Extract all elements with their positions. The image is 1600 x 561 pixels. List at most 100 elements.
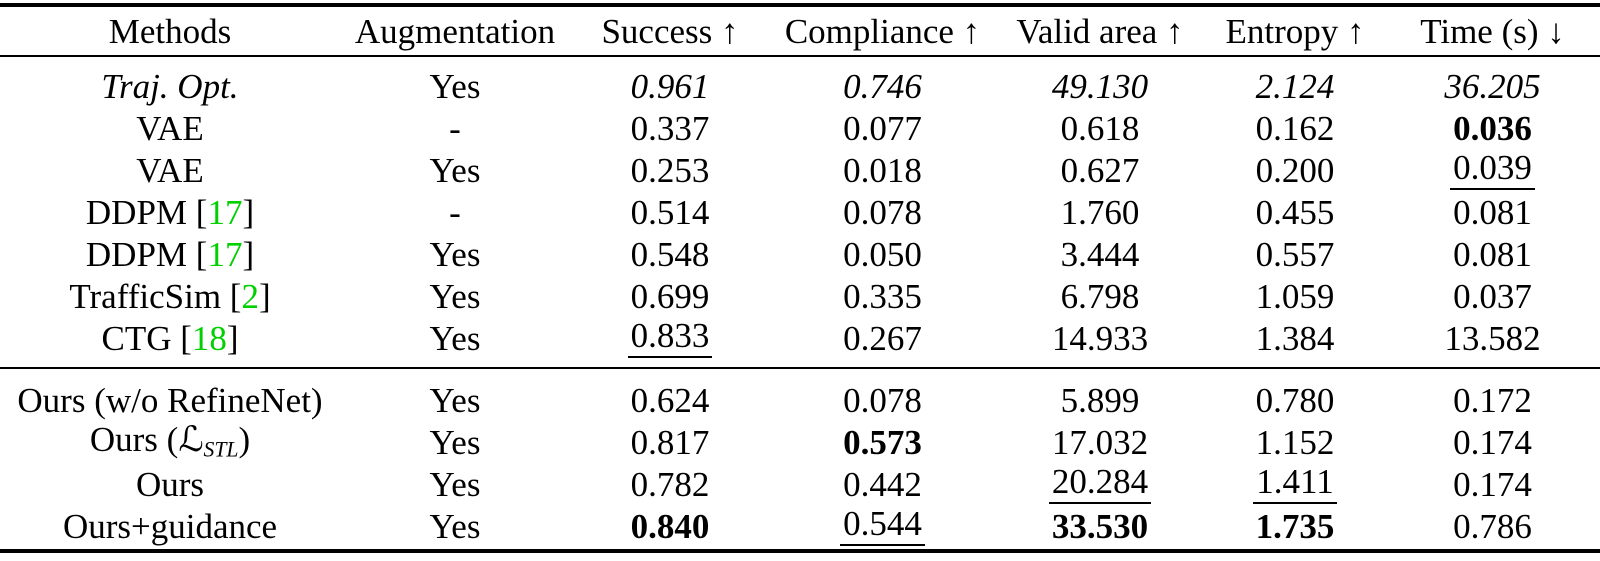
- value-cell: 3.444: [995, 237, 1205, 272]
- value-cell: 0.267: [770, 321, 995, 356]
- cell-value: 0.746: [843, 66, 922, 106]
- value-cell: 1.735: [1205, 509, 1385, 544]
- cell-value: Yes: [429, 276, 481, 316]
- cell-value: 0.840: [630, 506, 710, 546]
- cell-value: 0.050: [843, 234, 922, 274]
- value-cell: 0.162: [1205, 111, 1385, 146]
- value-cell: 0.335: [770, 279, 995, 314]
- cell-value: 1.735: [1255, 506, 1335, 546]
- citation-link[interactable]: 17: [207, 192, 243, 232]
- table-row: CTG [18] Yes 0.833 0.267 14.933 1.384 13.582: [0, 317, 1600, 359]
- value-cell: 0.624: [570, 383, 770, 418]
- augmentation-cell: Yes: [340, 237, 570, 272]
- citation-link[interactable]: 17: [207, 234, 243, 274]
- cell-value: 0.782: [630, 464, 710, 504]
- cell-value: 0.081: [1453, 234, 1532, 274]
- method-cell: Ours: [0, 467, 340, 502]
- cell-value: Yes: [429, 464, 481, 504]
- value-cell: 0.817: [570, 425, 770, 460]
- cell-value: 1.411: [1253, 464, 1337, 504]
- value-cell: 0.618: [995, 111, 1205, 146]
- column-header-success: Success ↑: [601, 11, 739, 51]
- cell-value: 20.284: [1048, 464, 1152, 504]
- value-cell: 1.411: [1205, 464, 1385, 504]
- cell-value: 0.078: [843, 380, 922, 420]
- method-cell: Ours (w/o RefineNet): [0, 383, 340, 418]
- method-name-text: ]: [242, 192, 255, 232]
- cell-value: -: [449, 108, 461, 148]
- cell-value: 0.514: [630, 192, 710, 232]
- value-cell: 6.798: [995, 279, 1205, 314]
- cell-value: 0.018: [843, 150, 922, 190]
- value-cell: 0.174: [1385, 425, 1600, 460]
- cell-value: 0.557: [1255, 234, 1335, 274]
- value-cell: 0.200: [1205, 153, 1385, 188]
- citation-link[interactable]: 18: [191, 318, 227, 358]
- method-name-text: ]: [242, 234, 255, 274]
- cell-value: 0.961: [630, 66, 710, 106]
- citation-link[interactable]: 2: [241, 276, 259, 316]
- cell-value: 0.337: [630, 108, 710, 148]
- cell-value: 49.130: [1051, 66, 1149, 106]
- header-separator-rule: [0, 55, 1600, 57]
- cell-value: 1.384: [1255, 318, 1335, 358]
- augmentation-cell: -: [340, 111, 570, 146]
- value-cell: 0.557: [1205, 237, 1385, 272]
- augmentation-cell: Yes: [340, 279, 570, 314]
- value-cell: 2.124: [1205, 69, 1385, 104]
- cell-value: 6.798: [1060, 276, 1140, 316]
- section-gap: [0, 359, 1600, 367]
- cell-value: 0.037: [1453, 276, 1532, 316]
- value-cell: 36.205: [1385, 69, 1600, 104]
- value-cell: 0.455: [1205, 195, 1385, 230]
- augmentation-cell: Yes: [340, 153, 570, 188]
- cell-value: 0.442: [843, 464, 922, 504]
- cell-value: 0.780: [1255, 380, 1335, 420]
- cell-value: 0.200: [1255, 150, 1335, 190]
- value-cell: 0.337: [570, 111, 770, 146]
- cell-value: 0.335: [843, 276, 922, 316]
- value-cell: 0.573: [770, 425, 995, 460]
- value-cell: 0.627: [995, 153, 1205, 188]
- cell-value: 0.162: [1255, 108, 1335, 148]
- value-cell: 0.786: [1385, 509, 1600, 544]
- baselines-section: Traj. Opt. Yes 0.961 0.746 49.130 2.124 36.205…: [0, 57, 1600, 359]
- augmentation-cell: Yes: [340, 69, 570, 104]
- method-name-text: TrafficSim [: [69, 276, 242, 316]
- method-name-text: DDPM [: [85, 234, 208, 274]
- cell-value: 13.582: [1444, 318, 1541, 358]
- method-name-text: ]: [258, 276, 271, 316]
- table-row: Ours Yes 0.782 0.442 20.284 1.411 0.174: [0, 463, 1600, 505]
- value-cell: 1.760: [995, 195, 1205, 230]
- value-cell: 0.050: [770, 237, 995, 272]
- value-cell: 0.078: [770, 383, 995, 418]
- method-cell: Ours+guidance: [0, 509, 340, 544]
- value-cell: 13.582: [1385, 321, 1600, 356]
- augmentation-cell: Yes: [340, 383, 570, 418]
- table-row: Ours (w/o RefineNet) Yes 0.624 0.078 5.899 0.…: [0, 379, 1600, 421]
- cell-value: -: [449, 192, 461, 232]
- cell-value: 0.172: [1453, 380, 1532, 420]
- cell-value: 0.544: [840, 506, 925, 546]
- column-header-methods: Methods: [108, 11, 232, 51]
- cell-value: 0.267: [843, 318, 922, 358]
- table-row: Ours+guidance Yes 0.840 0.544 33.530 1.735 0.7…: [0, 505, 1600, 547]
- value-cell: 0.039: [1385, 150, 1600, 190]
- value-cell: 49.130: [995, 69, 1205, 104]
- cell-value: 0.039: [1450, 150, 1535, 190]
- method-name-text: Ours (: [89, 420, 179, 460]
- cell-value: 0.833: [627, 318, 713, 358]
- value-cell: 33.530: [995, 509, 1205, 544]
- method-cell: TrafficSim [2]: [0, 279, 340, 314]
- cell-value: Yes: [429, 234, 481, 274]
- method-name-text: Traj. Opt.: [101, 66, 239, 106]
- value-cell: 0.961: [570, 69, 770, 104]
- cell-value: 5.899: [1060, 380, 1140, 420]
- value-cell: 0.253: [570, 153, 770, 188]
- cell-value: 36.205: [1444, 66, 1541, 106]
- value-cell: 1.384: [1205, 321, 1385, 356]
- value-cell: 1.152: [1205, 425, 1385, 460]
- cell-value: 33.530: [1051, 506, 1149, 546]
- cell-value: 0.081: [1453, 192, 1532, 232]
- method-name-text: ]: [226, 318, 239, 358]
